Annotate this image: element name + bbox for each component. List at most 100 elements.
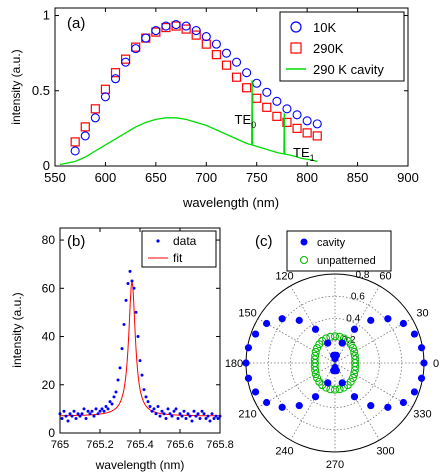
polar-spoke	[334, 362, 413, 408]
data-point	[94, 407, 98, 411]
data-point	[88, 412, 92, 416]
panel-b-xlabel: wavelength (nm)	[95, 458, 185, 472]
data-point	[194, 414, 198, 418]
data-point	[130, 279, 134, 283]
data-point	[60, 417, 64, 421]
series-10k-point	[252, 78, 262, 88]
x-tick-label: 765.2	[86, 439, 114, 451]
data-point	[212, 417, 216, 421]
data-point	[176, 417, 180, 421]
data-point	[90, 409, 94, 413]
cavity-point	[338, 339, 346, 347]
angle-tick-label: 0	[433, 358, 439, 370]
unpatterned-point	[350, 366, 359, 375]
angle-tick-label: 330	[413, 409, 431, 421]
cavity-point	[295, 402, 303, 410]
legend-290k-marker	[290, 42, 302, 54]
data-point	[112, 395, 116, 399]
data-point	[178, 412, 182, 416]
polar-spoke	[257, 362, 336, 408]
x-tick-label: 600	[95, 170, 117, 185]
unpatterned-point	[351, 362, 360, 371]
data-point	[134, 310, 138, 314]
radial-tick-label: 0.4	[346, 313, 360, 324]
data-point	[104, 404, 108, 408]
cavity-point	[311, 393, 320, 401]
series-10k-point	[171, 20, 181, 30]
cavity-point	[244, 374, 253, 382]
unpatterned-point	[350, 370, 359, 379]
data-point	[80, 412, 84, 416]
series-10k-point	[90, 113, 100, 123]
data-point	[152, 407, 156, 411]
angle-tick-label: 150	[238, 308, 256, 320]
mode-annotation: TE0	[235, 112, 257, 130]
unpatterned-point	[326, 385, 335, 394]
data-point	[132, 286, 136, 290]
series-290k-point	[292, 123, 302, 133]
x-tick-label: 750	[246, 170, 268, 185]
y-tick-label: 0.5	[32, 83, 50, 98]
series-10k-point	[302, 116, 312, 126]
cavity-point	[384, 403, 392, 411]
data-point	[150, 409, 154, 413]
cavity-point	[410, 330, 419, 338]
x-tick-label: 550	[44, 170, 66, 185]
panel-b-ylabel: intensity (a.u.)	[10, 292, 24, 367]
data-point	[84, 417, 88, 421]
data-point	[76, 412, 80, 416]
series-290k-point	[100, 84, 111, 94]
x-tick-label: 765.4	[126, 439, 154, 451]
series-10k-point	[312, 119, 322, 129]
panel-b-legend-box	[141, 230, 217, 268]
data-point	[116, 378, 120, 382]
data-point	[210, 412, 214, 416]
series-10k-point	[262, 87, 272, 97]
unpatterned-point	[311, 366, 320, 375]
data-point	[106, 407, 110, 411]
cavity-point	[295, 316, 303, 324]
x-tick-label: 765.6	[166, 439, 194, 451]
series-10k-point	[100, 92, 110, 102]
polar-spoke	[334, 285, 380, 364]
fit-curve	[60, 281, 220, 417]
series-290k-point	[221, 60, 232, 70]
unpatterned-point	[350, 351, 359, 360]
cavity-point	[410, 388, 419, 396]
angle-tick-label: 240	[275, 445, 293, 457]
data-point	[214, 414, 218, 418]
data-point	[98, 409, 102, 413]
data-point	[92, 414, 96, 418]
panel-a-ylabel: intensity (a.u.)	[9, 49, 23, 124]
x-tick-label: 765	[51, 439, 69, 451]
panel-b-legend: data fit	[141, 230, 217, 268]
data-point	[96, 412, 100, 416]
cavity-point	[330, 351, 338, 359]
data-point	[170, 414, 174, 418]
data-point	[174, 407, 178, 411]
legend-polar-unpatterned-marker	[300, 256, 308, 264]
data-point	[196, 412, 200, 416]
cavity-point	[350, 325, 359, 333]
data-point	[198, 417, 202, 421]
series-290k-point	[282, 117, 292, 127]
panel-c-label: (c)	[255, 233, 273, 250]
angle-tick-label: 30	[416, 308, 428, 320]
cavity-point	[399, 398, 408, 407]
radial-tick-label: 0.2	[342, 335, 356, 346]
series-10k-point	[221, 48, 232, 58]
series-290k-point	[302, 128, 312, 138]
polar-spoke	[290, 285, 336, 364]
series-290k-point	[242, 83, 252, 93]
cavity-point	[278, 403, 286, 411]
unpatterned-point	[313, 343, 322, 352]
series-10k-point	[80, 131, 90, 141]
cavity-point	[399, 319, 408, 328]
angle-tick-label: 210	[238, 409, 256, 421]
legend-10k-label: 10K	[313, 20, 336, 35]
cavity-point	[417, 344, 426, 352]
cavity-point	[262, 319, 271, 328]
series-290k-point	[120, 54, 131, 64]
legend-data-label: data	[173, 234, 197, 248]
series-290k-point	[252, 93, 262, 103]
